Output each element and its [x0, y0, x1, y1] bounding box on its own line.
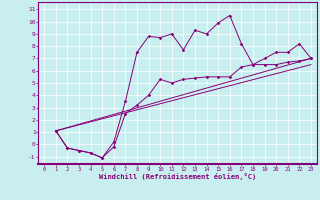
X-axis label: Windchill (Refroidissement éolien,°C): Windchill (Refroidissement éolien,°C)	[99, 173, 256, 180]
